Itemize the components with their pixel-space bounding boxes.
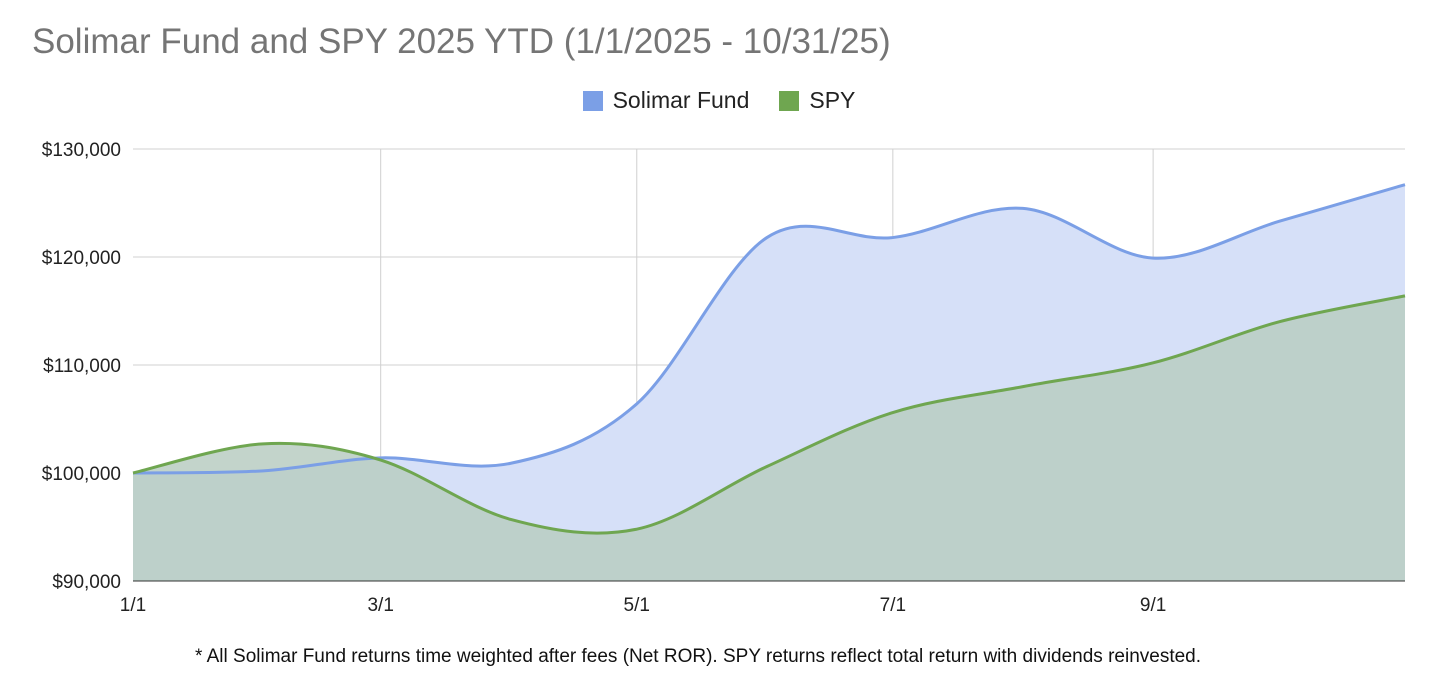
line-solimar-fund <box>132 183 1406 475</box>
x-tick-label: 7/1 <box>880 595 906 616</box>
x-tick-label: 3/1 <box>367 595 393 616</box>
legend-item-spy[interactable]: SPY <box>779 87 855 114</box>
y-tick-label: $110,000 <box>43 356 121 377</box>
area-spy <box>133 295 1405 581</box>
legend: Solimar Fund SPY <box>0 87 1438 114</box>
footnote: * All Solimar Fund returns time weighted… <box>195 646 1202 667</box>
x-tick-label: 9/1 <box>1140 595 1166 616</box>
legend-swatch-solimar-fund <box>582 90 603 111</box>
legend-label-solimar-fund: Solimar Fund <box>612 87 750 113</box>
legend-label-spy: SPY <box>809 87 856 113</box>
x-tick-label: 5/1 <box>624 595 650 616</box>
x-tick-label: 1/1 <box>120 595 146 616</box>
legend-item-solimar-fund[interactable]: Solimar Fund <box>582 87 750 114</box>
legend-swatch-spy <box>779 90 800 111</box>
y-tick-label: $90,000 <box>52 572 121 593</box>
y-tick-label: $120,000 <box>42 248 121 269</box>
y-tick-label: $100,000 <box>42 464 121 485</box>
y-tick-label: $130,000 <box>42 140 121 161</box>
line-spy <box>132 294 1406 535</box>
chart-title: Solimar Fund and SPY 2025 YTD (1/1/2025 … <box>32 22 891 61</box>
